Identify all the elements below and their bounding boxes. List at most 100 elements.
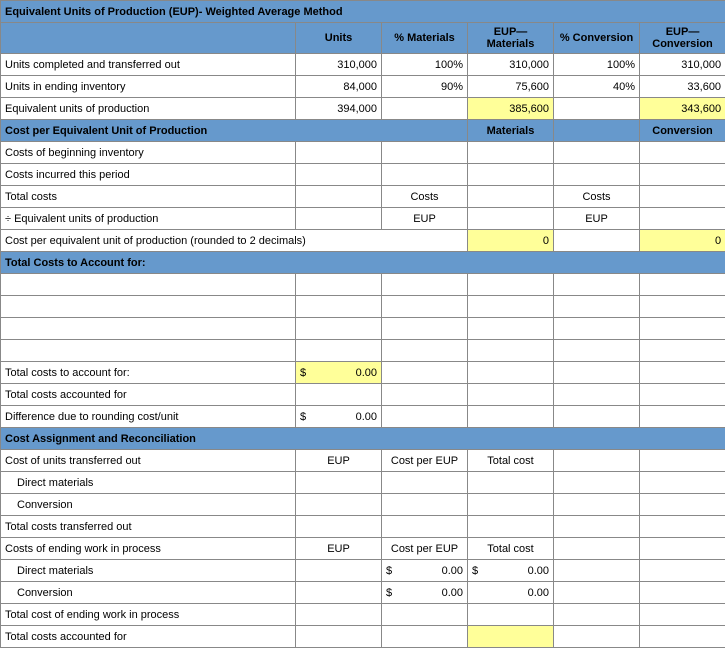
cell[interactable]	[296, 582, 382, 604]
cell[interactable]	[640, 186, 725, 208]
cell[interactable]: $ 0.00	[296, 406, 382, 428]
cell[interactable]: 385,600	[468, 98, 554, 120]
cell[interactable]	[382, 626, 468, 648]
cell[interactable]	[468, 494, 554, 516]
cell[interactable]	[640, 164, 725, 186]
cell[interactable]	[468, 208, 554, 230]
cell[interactable]	[554, 406, 640, 428]
cell[interactable]	[554, 560, 640, 582]
cell[interactable]	[554, 472, 640, 494]
hdr: EUP	[296, 538, 382, 560]
cell[interactable]	[296, 142, 382, 164]
cell[interactable]	[468, 164, 554, 186]
cell[interactable]	[382, 494, 468, 516]
cell[interactable]	[640, 406, 725, 428]
cell[interactable]	[468, 186, 554, 208]
cell[interactable]	[468, 384, 554, 406]
cell[interactable]	[468, 406, 554, 428]
cell[interactable]: 75,600	[468, 76, 554, 98]
cell[interactable]	[554, 516, 640, 538]
cell[interactable]	[640, 626, 725, 648]
cell[interactable]: 0.00	[468, 582, 554, 604]
cell[interactable]	[554, 384, 640, 406]
cell[interactable]	[554, 538, 640, 560]
cell[interactable]	[296, 384, 382, 406]
cell[interactable]: 90%	[382, 76, 468, 98]
cell[interactable]	[554, 230, 640, 252]
cell[interactable]	[296, 472, 382, 494]
cell[interactable]	[554, 142, 640, 164]
cell[interactable]	[640, 516, 725, 538]
cell[interactable]: 0	[468, 230, 554, 252]
cell[interactable]	[296, 560, 382, 582]
cell[interactable]	[640, 450, 725, 472]
cell[interactable]	[468, 604, 554, 626]
hdr: EUP	[296, 450, 382, 472]
cell[interactable]	[296, 164, 382, 186]
cell[interactable]	[296, 604, 382, 626]
cell[interactable]	[382, 516, 468, 538]
cell[interactable]	[382, 362, 468, 384]
cell[interactable]	[382, 472, 468, 494]
cell[interactable]: 0	[640, 230, 725, 252]
label: Units completed and transferred out	[1, 54, 296, 76]
cell[interactable]	[554, 98, 640, 120]
cell[interactable]	[554, 582, 640, 604]
cell[interactable]	[296, 516, 382, 538]
cell[interactable]	[640, 142, 725, 164]
label: Total costs to account for:	[1, 362, 296, 384]
cell[interactable]: 40%	[554, 76, 640, 98]
cell[interactable]: $0.00	[382, 560, 468, 582]
cell[interactable]	[640, 208, 725, 230]
cell[interactable]	[554, 604, 640, 626]
hdr-eup-conversion: EUP— Conversion	[640, 23, 725, 54]
cell[interactable]	[554, 450, 640, 472]
cell[interactable]: $ 0.00	[296, 362, 382, 384]
cell[interactable]	[468, 362, 554, 384]
label: Equivalent units of production	[1, 98, 296, 120]
cell[interactable]	[382, 142, 468, 164]
label: Costs of ending work in process	[1, 538, 296, 560]
cell[interactable]: 33,600	[640, 76, 725, 98]
cell[interactable]	[296, 626, 382, 648]
cell[interactable]	[382, 604, 468, 626]
cell[interactable]	[468, 516, 554, 538]
cell[interactable]: 394,000	[296, 98, 382, 120]
cell[interactable]	[382, 164, 468, 186]
cell[interactable]	[382, 384, 468, 406]
cell[interactable]: 343,600	[640, 98, 725, 120]
cell[interactable]	[640, 604, 725, 626]
blank	[554, 120, 640, 142]
cell[interactable]: $0.00	[468, 560, 554, 582]
cell[interactable]	[296, 494, 382, 516]
cell[interactable]	[554, 494, 640, 516]
cell[interactable]: 310,000	[468, 54, 554, 76]
cell[interactable]	[382, 406, 468, 428]
cell[interactable]: $0.00	[382, 582, 468, 604]
cell[interactable]	[640, 472, 725, 494]
cell[interactable]	[296, 208, 382, 230]
row-total-ending: Total cost of ending work in process	[1, 604, 725, 626]
cell-selected[interactable]	[468, 142, 554, 164]
cell[interactable]	[554, 362, 640, 384]
cell[interactable]	[468, 472, 554, 494]
cell[interactable]: 100%	[382, 54, 468, 76]
cell[interactable]	[640, 560, 725, 582]
cell[interactable]	[468, 626, 554, 648]
cell[interactable]	[382, 98, 468, 120]
cell[interactable]	[640, 384, 725, 406]
cell[interactable]: 100%	[554, 54, 640, 76]
row-ending-wip: Costs of ending work in process EUP Cost…	[1, 538, 725, 560]
cell[interactable]: 310,000	[640, 54, 725, 76]
cell[interactable]	[640, 538, 725, 560]
row-cost-per-unit: Cost per equivalent unit of production (…	[1, 230, 725, 252]
row-completed: Units completed and transferred out 310,…	[1, 54, 725, 76]
cell[interactable]	[640, 494, 725, 516]
cell[interactable]: 84,000	[296, 76, 382, 98]
cell[interactable]: 310,000	[296, 54, 382, 76]
cell[interactable]	[640, 582, 725, 604]
cell[interactable]	[640, 362, 725, 384]
cell[interactable]	[554, 626, 640, 648]
cell[interactable]	[554, 164, 640, 186]
cell[interactable]	[296, 186, 382, 208]
